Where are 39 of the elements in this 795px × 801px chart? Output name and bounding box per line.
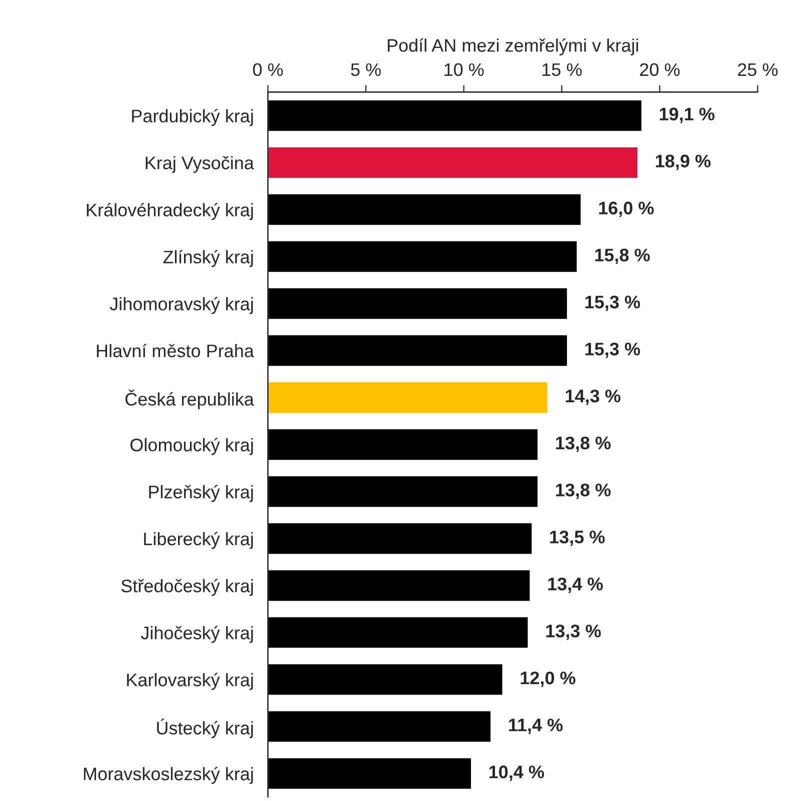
y-tick-label: Ústecký kraj — [157, 718, 253, 738]
data-label: 15,3 % — [585, 296, 640, 312]
data-label: 13,8 % — [556, 484, 611, 500]
x-tick-label: 25 % — [738, 63, 778, 76]
data-label: 14,3 % — [566, 390, 620, 406]
y-tick-label: Zlínský kraj — [163, 250, 253, 267]
y-tick-label: Pardubický kraj — [132, 108, 253, 126]
y-tick-label: Česká republika — [125, 390, 254, 410]
y-tick-label: Hlavní město Praha — [96, 344, 254, 358]
data-label: 13,4 % — [548, 578, 603, 593]
y-tick-label: Kraj Vysočina — [146, 156, 254, 173]
y-tick-label: Karlovarský kraj — [127, 672, 253, 690]
y-tick-label: Olomoucký kraj — [130, 438, 253, 455]
data-label: 13,8 % — [556, 436, 611, 452]
bar — [268, 380, 549, 414]
x-axis-title: Podíl AN mezi zemřelými v kraji — [388, 38, 638, 56]
bar — [268, 146, 639, 180]
data-label: 16,0 % — [599, 202, 654, 218]
y-tick-label: Jihomoravský kraj — [110, 296, 253, 314]
data-label: 12,0 % — [520, 672, 576, 687]
y-tick-label: Liberecký kraj — [144, 532, 253, 549]
data-label: 18,9 % — [656, 154, 711, 170]
data-label: 19,1 % — [660, 108, 714, 124]
y-tick-label: Královéhradecký kraj — [86, 202, 253, 220]
y-tick-label: Středočeský kraj — [121, 578, 253, 596]
x-tick-label: 20 % — [640, 63, 680, 76]
data-label: 13,3 % — [546, 624, 601, 640]
data-label: 15,8 % — [595, 248, 650, 264]
x-tick-label: 5 % — [351, 63, 381, 76]
x-tick-label: 10 % — [444, 63, 484, 76]
y-tick-label: Jihočeský kraj — [140, 626, 253, 643]
data-label: 15,3 % — [585, 342, 640, 358]
y-tick-label: Plzeňský kraj — [149, 484, 253, 502]
y-tick-label: Moravskoslezský kraj — [84, 766, 253, 784]
data-label: 10,4 % — [489, 766, 544, 781]
data-label: 11,4 % — [509, 718, 563, 734]
x-tick-label: 0 % — [253, 63, 283, 76]
x-tick-label: 15 % — [542, 63, 582, 76]
data-label: 13,5 % — [550, 530, 605, 546]
